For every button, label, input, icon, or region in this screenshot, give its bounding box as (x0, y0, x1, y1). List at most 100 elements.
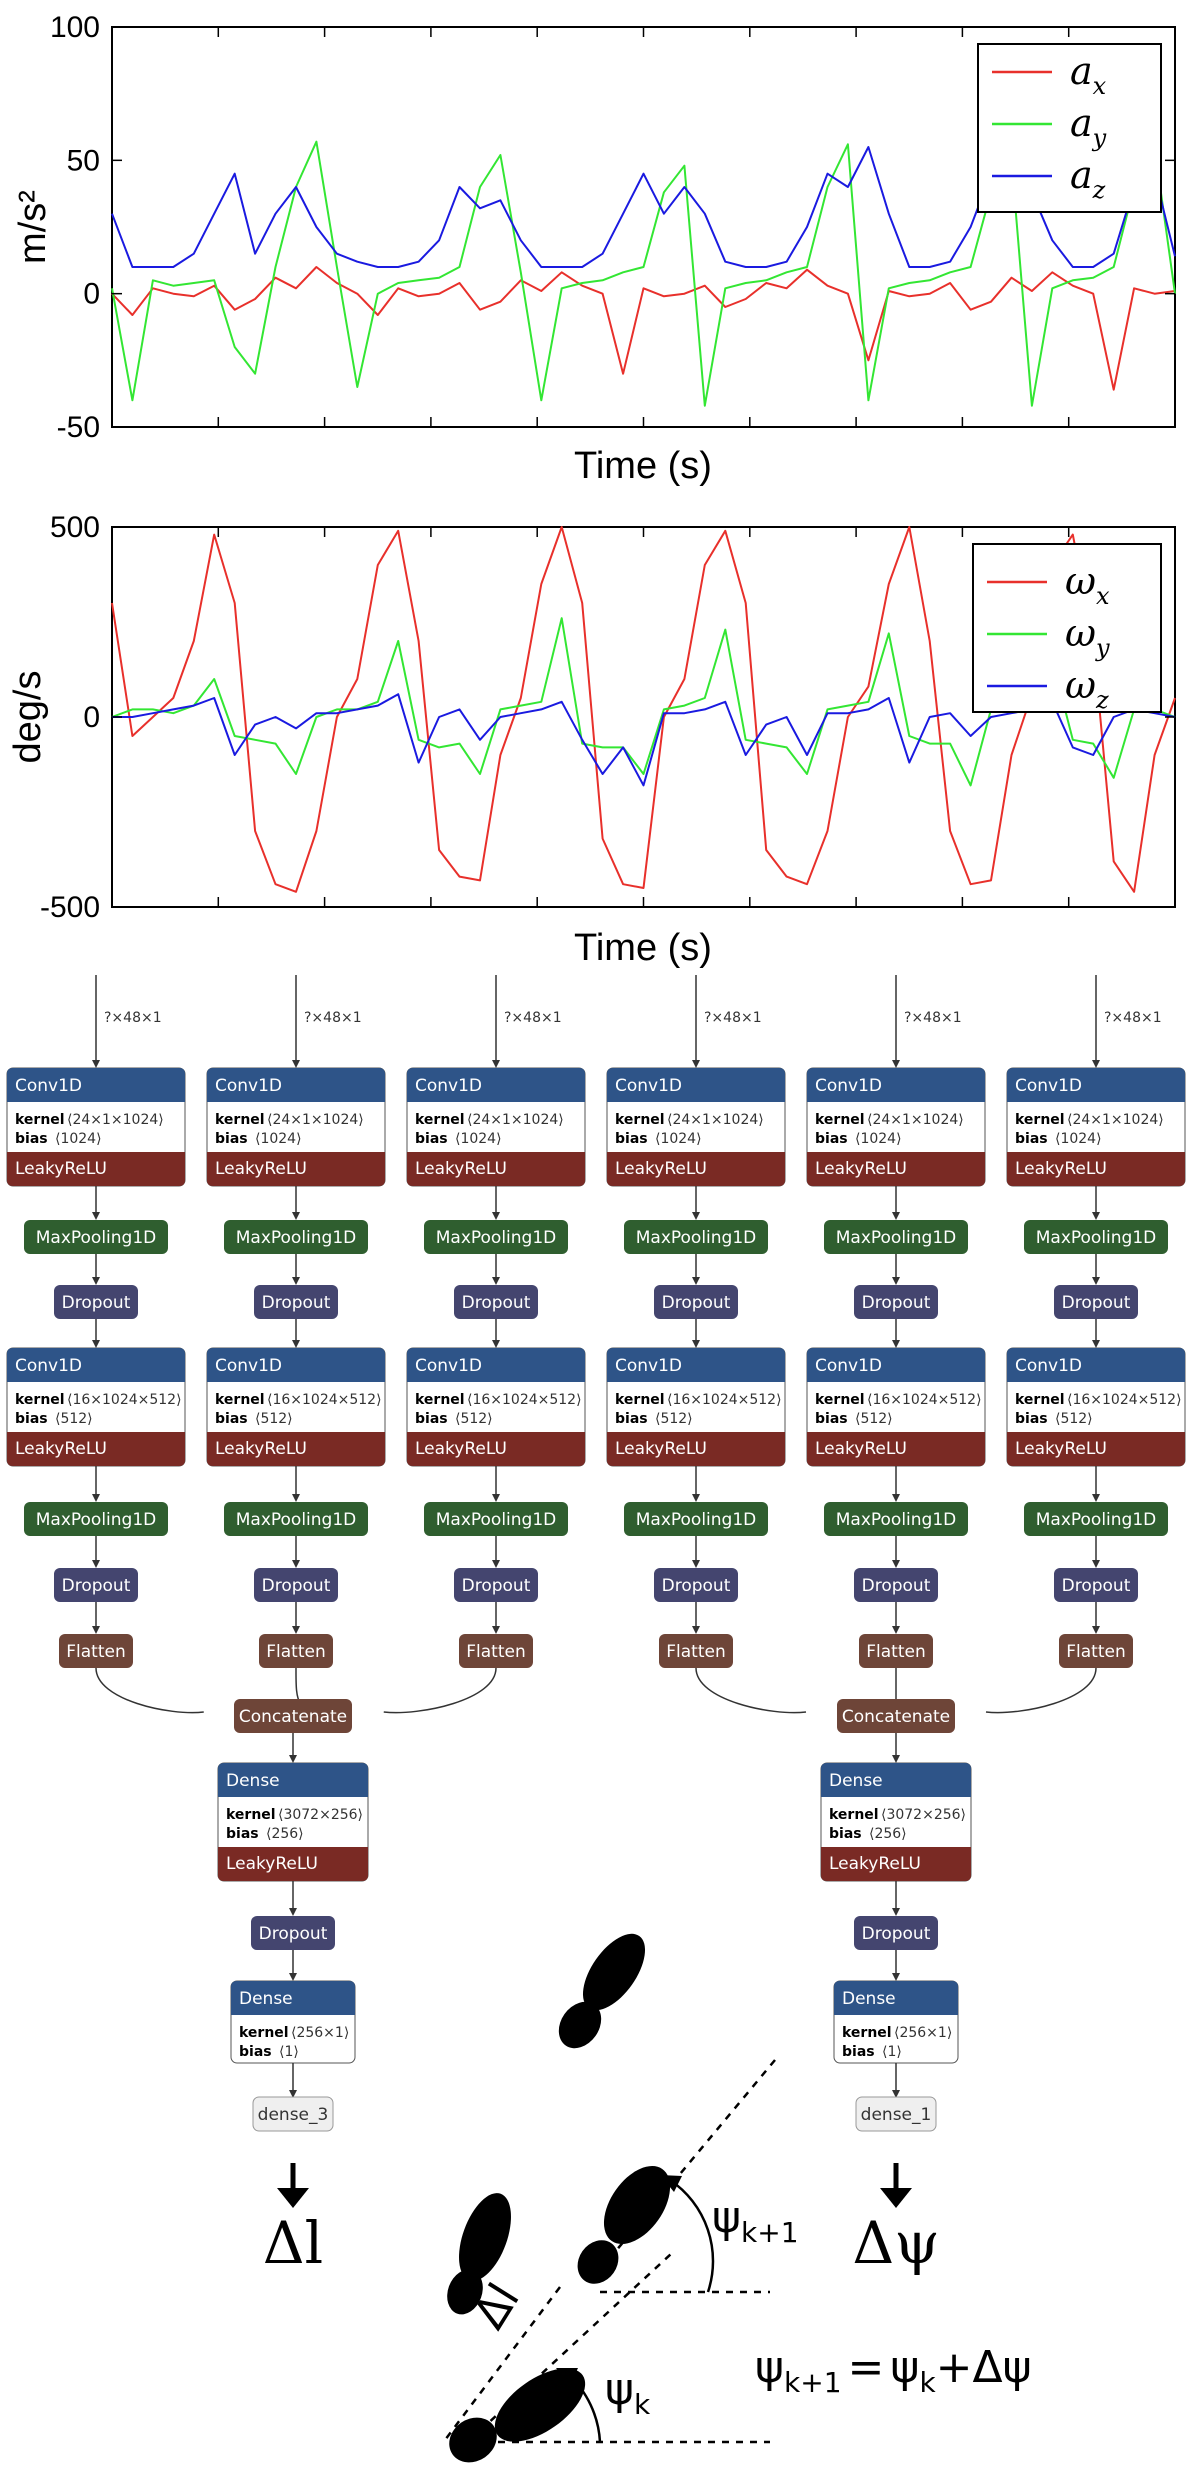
head-left-dense-1-header (218, 1763, 368, 1797)
branch-1-arrow-4-head (92, 1494, 100, 1502)
acceleration-y-axis-label: m/s² (12, 190, 54, 264)
output-delta-l: Δl (263, 2163, 323, 2277)
heading-update-equation: ψk+1 = ψk+Δψ (755, 2342, 1032, 2399)
branch-3-conv1d-2-kernel-label: kernel (415, 1392, 465, 1408)
branch-5-maxpool-1: MaxPooling1D (824, 1220, 968, 1254)
branch-6-conv1d-1-activation-label: LeakyReLU (1015, 1159, 1107, 1179)
head-right-dropout: Dropout (854, 1916, 938, 1950)
branch-4-input-arrow-head (692, 1060, 700, 1068)
branch-3-conv1d-1-bias-value: ⟨1024⟩ (455, 1131, 502, 1147)
branch-5-conv1d-1-activation (807, 1152, 985, 1186)
branch-2-dropout-1-label: Dropout (262, 1293, 331, 1313)
head-right-dense-1-header (821, 1763, 971, 1797)
branch-4-conv1d-2-bias-label: bias (615, 1411, 648, 1427)
branch-1-dropout-1-box (54, 1285, 138, 1319)
head-left-dense-1-title: Dense (226, 1771, 280, 1791)
head-left-output-box (252, 2096, 334, 2132)
branch-2-conv1d-1-title: Conv1D (215, 1076, 282, 1096)
branch-3-conv1d-1-activation (407, 1152, 585, 1186)
delta-psi-symbol: Δψ (852, 2209, 939, 2277)
branch-1-conv1d-2-bias-label: bias (15, 1411, 48, 1427)
head-left-dense-2: Dense kernel ⟨256×1⟩ bias ⟨1⟩ (230, 1980, 356, 2064)
branch-1-conv1d-2: Conv1D kernel ⟨16×1024×512⟩ bias ⟨512⟩ LeakyR… (6, 1347, 186, 1467)
head-right-dense-2-kernel-value: ⟨256×1⟩ (894, 2025, 952, 2041)
branch-6-maxpool-2: MaxPooling1D (1024, 1502, 1168, 1536)
branch-1-conv1d-2-title: Conv1D (15, 1356, 82, 1376)
branch-6-conv1d-2-bias-label: bias (1015, 1411, 1048, 1427)
branch-3-maxpool-2-label: MaxPooling1D (436, 1510, 557, 1530)
branch-4-arrow-5-head (692, 1560, 700, 1568)
head-left-dense-1-bias-label: bias (226, 1826, 259, 1842)
branch-4-conv1d-1-kernel-value: ⟨24×1×1024⟩ (667, 1112, 764, 1128)
branch-2-maxpool-1-label: MaxPooling1D (236, 1228, 357, 1248)
c2-series-line-z (112, 693, 1176, 787)
c2-legend-label-y: ωy (1065, 611, 1110, 662)
branch-2-dropout-2: Dropout (254, 1568, 338, 1602)
branch-1-conv1d-2-bias-value: ⟨512⟩ (55, 1411, 93, 1427)
head-right-dense-2-header (834, 1981, 958, 2015)
equation-psi-left: ψ (755, 2342, 784, 2393)
branch-3-conv1d-2-kernel-value: ⟨16×1024×512⟩ (467, 1392, 582, 1408)
branch-3-dropout-2-box (454, 1568, 538, 1602)
branch-3-conv1d-2-activation-label: LeakyReLU (415, 1439, 507, 1459)
branch-1-maxpool-1-box (24, 1220, 168, 1254)
head-right-dropout-box (854, 1916, 938, 1950)
branch-6-dropout-1: Dropout (1054, 1285, 1138, 1319)
branch-5-conv1d-2-kernel-value: ⟨16×1024×512⟩ (867, 1392, 982, 1408)
head-right-output-box (855, 2096, 937, 2132)
psi-k1-symbol: ψ (712, 2192, 741, 2243)
branch-3-maxpool-1: MaxPooling1D (424, 1220, 568, 1254)
footprint-middle-sole (603, 2165, 671, 2245)
head-right-concatenate-label: Concatenate (842, 1707, 950, 1727)
branch-2-conv1d-1-kernel-label: kernel (215, 1112, 265, 1128)
head-left-dense-2-title: Dense (239, 1989, 293, 2009)
branch-4-maxpool-2-box (624, 1502, 768, 1536)
branch-4-conv1d-1-title: Conv1D (615, 1076, 682, 1096)
branch-3-maxpool-2-box (424, 1502, 568, 1536)
branch-6-conv1d-2-kernel-value: ⟨16×1024×512⟩ (1067, 1392, 1182, 1408)
branch-5-arrow-2-head (892, 1277, 900, 1285)
head-left-dense-2-bias-label: bias (239, 2044, 272, 2060)
head-left-dense-2-bias-value: ⟨1⟩ (279, 2044, 299, 2060)
c2-legend-subscript: z (1095, 686, 1109, 714)
branch-4-conv1d-1-kernel-label: kernel (615, 1112, 665, 1128)
head-left-merge-path-0 (95, 1667, 204, 1714)
branch-1-input-shape: ?×48×1 (104, 1010, 162, 1026)
c1-series-line-x (111, 266, 1176, 391)
head-left-output-label: dense_3 (258, 2105, 329, 2125)
head-right-merge-path-2 (985, 1667, 1097, 1714)
branch-1-arrow-3-head (92, 1340, 100, 1348)
branch-1-conv1d-1-bias-label: bias (15, 1131, 48, 1147)
branch-1-conv1d-1-kernel-value: ⟨24×1×1024⟩ (67, 1112, 164, 1128)
branch-1-flatten-label: Flatten (66, 1642, 125, 1662)
head-right-output-label: dense_1 (861, 2105, 932, 2125)
acceleration-x-ticks (217, 27, 1070, 427)
equation-sub-left: k+1 (784, 2366, 842, 2399)
branch-6-conv1d-1-header (1007, 1068, 1185, 1102)
gyroscope-x-axis-label: Time (s) (574, 927, 712, 969)
branch-2-maxpool-2-label: MaxPooling1D (236, 1510, 357, 1530)
head-left-concatenate: Concatenate (234, 1699, 352, 1733)
branch-3-input-shape: ?×48×1 (504, 1010, 562, 1026)
branch-4-conv1d-1-bias-value: ⟨1024⟩ (655, 1131, 702, 1147)
branch-3-arrow-2-head (492, 1277, 500, 1285)
footprint-left-sole (459, 2193, 511, 2281)
branch-4-dropout-2-box (654, 1568, 738, 1602)
branch-5-dropout-1-label: Dropout (862, 1293, 931, 1313)
branch-3-conv1d-2-header (407, 1348, 585, 1382)
branch-4-maxpool-1: MaxPooling1D (624, 1220, 768, 1254)
head-right-dense-2-kernel-label: kernel (842, 2025, 892, 2041)
branch-1-conv1d-1-title: Conv1D (15, 1076, 82, 1096)
branch-6-conv1d-2-kernel-label: kernel (1015, 1392, 1065, 1408)
c1-y-tick-label: -50 (57, 411, 100, 444)
head-right-arrow-4-head (892, 2090, 900, 2098)
c2-legend-label-x: ωx (1065, 559, 1110, 610)
c1-legend-symbol: a (1070, 153, 1093, 197)
branch-6-conv1d-2-activation-label: LeakyReLU (1015, 1439, 1107, 1459)
c2-y-tick-label: -500 (40, 891, 100, 924)
branch-6-arrow-6-head (1092, 1626, 1100, 1634)
head-left-dense-1-activation-label: LeakyReLU (226, 1854, 318, 1874)
